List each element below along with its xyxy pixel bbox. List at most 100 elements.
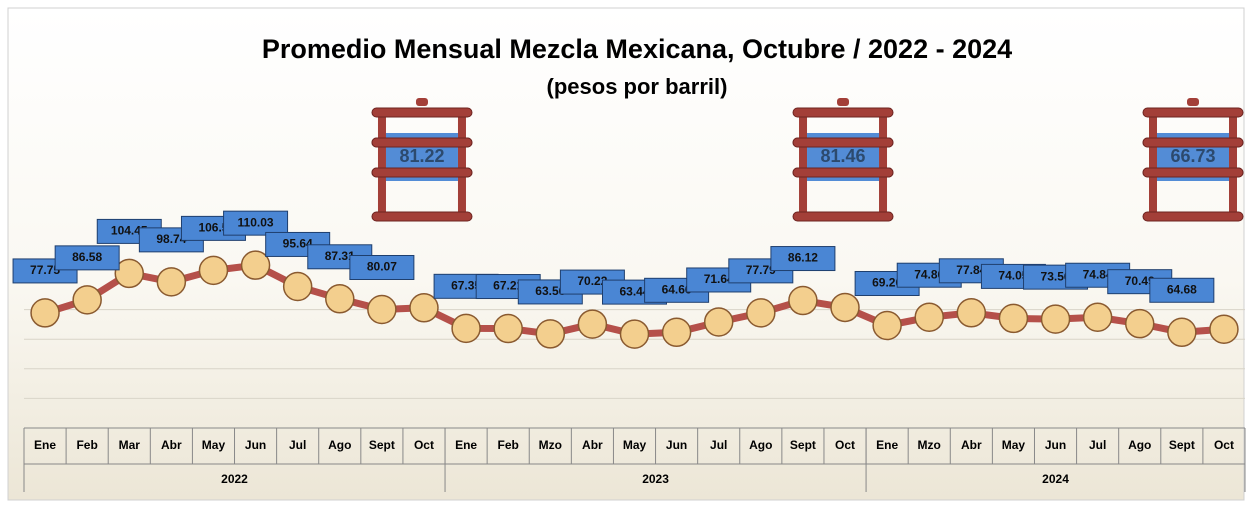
data-label: 80.07 xyxy=(367,260,397,274)
point-marker xyxy=(198,255,229,286)
point-marker xyxy=(409,293,439,323)
barrel-hoop xyxy=(792,167,894,178)
x-tick-label: Jun xyxy=(666,438,687,452)
point-marker xyxy=(451,313,481,344)
data-label-box xyxy=(54,245,120,271)
x-tick-label: Abr xyxy=(582,438,603,452)
point-marker xyxy=(703,307,734,337)
barrel-hoop xyxy=(371,137,473,148)
data-label: 86.58 xyxy=(72,250,102,264)
x-tick-label: Mzo xyxy=(918,438,941,452)
barrel: 81.22 xyxy=(371,98,473,222)
data-label: 67.35 xyxy=(451,278,481,292)
point-marker xyxy=(1209,314,1239,344)
point-marker xyxy=(1124,308,1155,339)
x-tick-label: Sept xyxy=(369,438,395,452)
x-tick-label: Oct xyxy=(414,438,434,452)
data-label: 106.5 xyxy=(198,221,228,235)
data-label: 74.86 xyxy=(914,267,944,281)
x-tick-label: Jul xyxy=(710,438,727,452)
data-label: 95.64 xyxy=(283,237,313,251)
data-label: 98.74 xyxy=(156,232,186,246)
data-label: 86.12 xyxy=(788,251,818,265)
x-tick-label: Ene xyxy=(876,438,898,452)
barrel-top xyxy=(1187,98,1199,106)
barrel: 81.46 xyxy=(792,98,894,222)
barrel-hoop xyxy=(371,167,473,178)
barrel-hoop xyxy=(371,107,473,118)
barrel-hoop xyxy=(371,211,473,222)
x-tick-label: Feb xyxy=(498,438,519,452)
data-label: 73.56 xyxy=(1041,269,1071,283)
point-marker xyxy=(746,298,776,328)
point-marker xyxy=(956,298,987,328)
data-label: 77.75 xyxy=(30,263,60,277)
point-marker xyxy=(30,298,60,328)
barrel-side xyxy=(879,108,888,218)
barrel-hoop xyxy=(792,137,894,148)
point-marker xyxy=(1082,302,1113,332)
x-tick-label: Oct xyxy=(1214,438,1234,452)
barrel-hoop xyxy=(792,211,894,222)
year-label: 2024 xyxy=(1042,472,1069,486)
point-marker xyxy=(872,310,902,341)
point-marker xyxy=(240,250,271,280)
x-tick-label: Jul xyxy=(1089,438,1106,452)
barrel-side xyxy=(1149,108,1157,218)
x-tick-label: Ene xyxy=(455,438,477,452)
barrel-side xyxy=(1229,108,1237,218)
data-label: 81.46 xyxy=(820,146,865,166)
x-tick-label: Ago xyxy=(1128,438,1151,452)
x-tick-label: May xyxy=(623,438,647,452)
data-label-box xyxy=(223,210,289,236)
point-marker xyxy=(577,309,608,339)
x-tick-label: Ene xyxy=(34,438,56,452)
data-label-box xyxy=(1149,277,1215,303)
barrel-top xyxy=(837,98,850,106)
x-tick-label: Feb xyxy=(76,438,97,452)
barrel-side xyxy=(377,108,386,218)
data-label: 110.03 xyxy=(238,215,274,229)
barrel-side xyxy=(457,108,466,218)
point-marker xyxy=(493,313,523,344)
data-label: 74.05 xyxy=(998,269,1028,283)
x-tick-label: Jun xyxy=(1045,438,1066,452)
x-tick-label: Mar xyxy=(119,438,141,452)
x-tick-label: Abr xyxy=(961,438,982,452)
x-tick-label: Oct xyxy=(835,438,855,452)
barrel-hoop xyxy=(1142,137,1244,148)
point-marker xyxy=(1040,304,1071,334)
data-label: 87.31 xyxy=(325,249,355,263)
barrel-hoop xyxy=(792,107,894,118)
data-label: 104.45 xyxy=(111,224,148,238)
data-label: 81.22 xyxy=(399,146,444,166)
chart-subtitle: (pesos por barril) xyxy=(547,74,728,99)
barrel-side xyxy=(799,108,808,218)
point-marker xyxy=(998,303,1029,334)
data-label-box xyxy=(770,246,836,272)
point-marker xyxy=(788,285,818,316)
data-label: 70.22 xyxy=(577,274,607,288)
year-label: 2022 xyxy=(221,472,248,486)
data-label: 64.66 xyxy=(662,282,692,296)
x-tick-label: Ago xyxy=(328,438,351,452)
x-tick-label: Sept xyxy=(1169,438,1195,452)
point-marker xyxy=(325,284,355,314)
point-marker xyxy=(367,294,397,325)
barrel-hoop xyxy=(1142,211,1244,222)
data-label: 69.26 xyxy=(872,276,902,290)
data-label: 63.44 xyxy=(619,284,649,298)
barrel-top xyxy=(415,98,428,106)
chart-frame xyxy=(7,7,1245,501)
data-label: 63.56 xyxy=(535,284,565,298)
x-tick-label: Ago xyxy=(749,438,772,452)
chart-title: Promedio Mensual Mezcla Mexicana, Octubr… xyxy=(262,34,1012,64)
data-label: 71.64 xyxy=(704,272,734,286)
x-tick-label: Mzo xyxy=(539,438,562,452)
point-marker xyxy=(72,285,102,315)
year-label: 2023 xyxy=(642,472,669,486)
data-label: 77.79 xyxy=(746,263,776,277)
point-marker xyxy=(661,317,692,348)
point-marker xyxy=(535,319,566,349)
